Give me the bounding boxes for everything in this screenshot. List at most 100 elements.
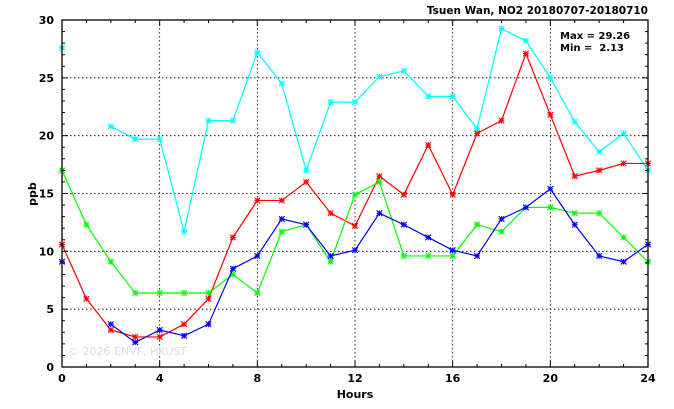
series-3 [58,167,652,297]
data-point [449,252,456,260]
series-line [110,27,649,232]
data-point [473,125,481,132]
x-tick-label: 12 [347,372,362,385]
data-point [302,178,310,186]
data-point [473,221,481,228]
data-point [107,326,115,334]
data-point [498,215,505,223]
x-tick-label: 8 [254,372,262,385]
y-tick-label: 25 [39,72,54,85]
data-point [571,172,578,180]
data-point [132,339,139,346]
data-point [83,221,90,228]
stats-max: Max = 29.26 [560,31,630,42]
data-point [107,258,115,265]
data-point [156,333,163,341]
axis-ticks: 0 4 8 12 16 20 24 0 5 10 15 20 25 30 [39,14,656,385]
data-point [205,321,212,328]
data-point [107,321,115,328]
data-point [620,130,627,137]
data-point [522,50,530,57]
x-tick-label: 20 [543,372,559,385]
data-point [327,98,334,106]
data-point [229,265,237,272]
data-point [254,252,261,260]
data-point [229,271,237,278]
series-group [58,25,652,346]
data-point [180,289,188,297]
data-point [180,321,188,328]
data-point [156,326,163,334]
data-point [595,148,603,156]
y-tick-label: 10 [39,245,55,258]
x-axis-label: Hours [337,388,374,401]
data-point [449,191,456,198]
x-tick-label: 16 [445,372,461,385]
data-point [278,197,285,204]
y-tick-label: 20 [39,130,55,143]
data-point [254,49,261,56]
data-point [254,197,261,204]
x-tick-label: 24 [640,372,656,385]
y-tick-label: 30 [39,14,55,27]
data-point [351,191,359,198]
data-point [498,25,505,32]
data-point [620,258,627,265]
data-point [449,246,456,254]
y-axis-label: ppb [26,182,39,206]
data-point [205,117,212,124]
data-point [351,98,359,106]
data-point [400,191,408,198]
data-point [547,185,554,193]
data-point [595,252,603,260]
data-point [302,221,310,228]
data-point [351,222,359,230]
data-point [400,67,408,75]
data-point [547,204,554,211]
data-point [278,80,285,87]
data-point [449,93,456,100]
data-point [132,289,139,297]
data-point [473,130,481,137]
data-point [595,209,603,217]
data-point [327,258,334,265]
data-point [229,117,237,124]
data-point [400,252,408,260]
data-point [83,295,90,302]
data-point [180,332,188,339]
data-point [205,289,212,297]
data-point [278,228,285,235]
data-point [327,252,334,260]
x-tick-label: 0 [58,372,66,385]
data-point [107,123,115,130]
data-point [351,246,359,254]
data-point [571,221,578,228]
data-point [547,111,554,119]
data-point [620,160,627,167]
data-point [547,74,554,82]
data-point [156,135,163,143]
data-point [473,252,481,260]
y-tick-label: 15 [39,188,54,201]
y-tick-label: 0 [46,361,54,374]
watermark: © 2026 ENVF, HKUST [68,345,187,358]
data-point [376,178,383,186]
data-point [522,37,530,45]
data-point [595,167,603,174]
data-point [278,215,285,223]
data-point [620,234,627,241]
data-point [327,209,334,217]
data-point [425,252,432,260]
data-point [498,117,505,124]
data-point [180,228,188,235]
data-point [376,172,383,180]
chart-title: Tsuen Wan, NO2 20180707-20180710 [427,5,648,17]
data-point [571,118,578,125]
y-tick-label: 5 [46,303,54,316]
data-point [302,167,310,174]
data-point [498,228,505,235]
data-point [425,141,432,149]
data-point [376,209,383,217]
data-point [205,295,212,302]
